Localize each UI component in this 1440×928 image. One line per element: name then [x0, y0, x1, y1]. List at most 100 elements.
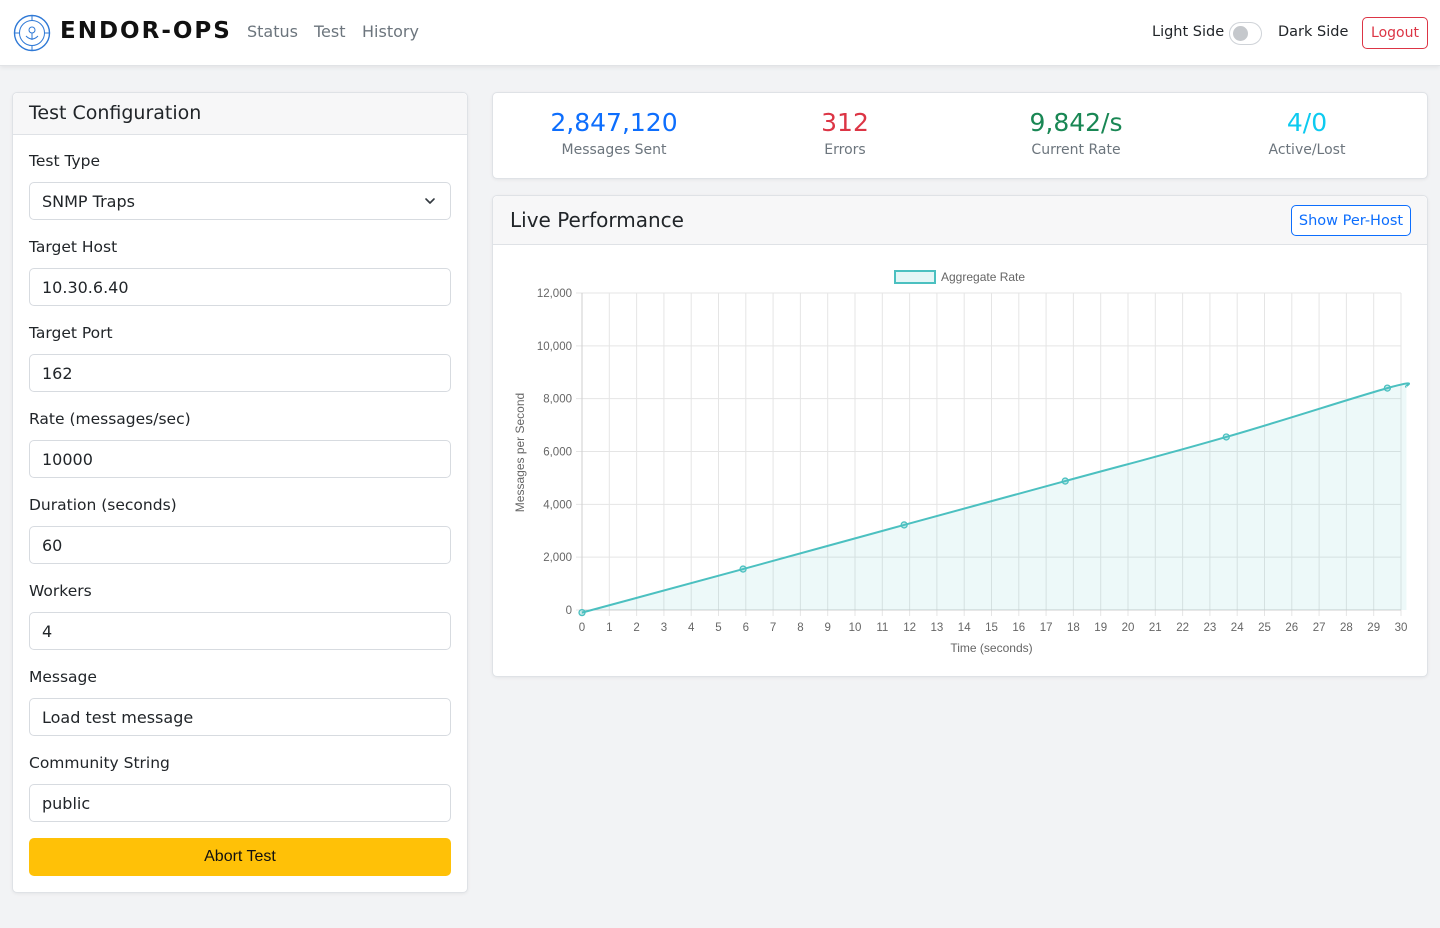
stat-label: Errors: [824, 142, 866, 158]
series-line: [581, 382, 1410, 614]
stat-label: Active/Lost: [1268, 142, 1346, 158]
x-tick-label: 29: [1367, 622, 1380, 634]
y-tick-label: 0: [566, 605, 572, 617]
endor-emblem-icon[interactable]: [13, 14, 51, 52]
x-tick-label: 6: [743, 622, 749, 634]
x-tick-label: 20: [1122, 622, 1135, 634]
y-tick-label: 12,000: [537, 288, 572, 300]
stat-messages-sent: 2,847,120 Messages Sent: [499, 107, 729, 158]
x-tick-label: 14: [958, 622, 971, 634]
navbar: ENDOR-OPS Status Test History Light Side…: [0, 0, 1440, 66]
stat-value: 9,842/s: [1029, 108, 1123, 137]
x-tick-label: 17: [1040, 622, 1053, 634]
x-tick-label: 5: [715, 622, 721, 634]
duration-label: Duration (seconds): [29, 496, 177, 514]
nav-link-status[interactable]: Status: [247, 22, 298, 41]
chevron-down-icon: [425, 198, 435, 204]
message-input[interactable]: Load test message: [29, 698, 451, 736]
rate-label: Rate (messages/sec): [29, 410, 191, 428]
legend-label: Aggregate Rate: [941, 270, 1025, 284]
config-card-title: Test Configuration: [29, 102, 202, 124]
light-side-label: Light Side: [1152, 24, 1225, 40]
x-tick-label: 18: [1067, 622, 1080, 634]
x-tick-label: 1: [606, 622, 612, 634]
x-tick-label: 13: [931, 622, 944, 634]
x-tick-label: 0: [579, 622, 585, 634]
data-point: [578, 608, 586, 617]
toggle-knob: [1233, 26, 1248, 41]
x-tick-label: 30: [1395, 622, 1408, 634]
x-tick-label: 12: [903, 622, 916, 634]
stat-label: Current Rate: [1031, 142, 1121, 158]
y-tick-label: 6,000: [543, 447, 572, 459]
stat-label: Messages Sent: [561, 142, 667, 158]
y-tick-label: 2,000: [543, 552, 572, 564]
stat-value: 2,847,120: [550, 108, 678, 137]
x-tick-label: 28: [1340, 622, 1353, 634]
abort-test-button[interactable]: Abort Test: [29, 838, 451, 876]
nav-link-history[interactable]: History: [362, 22, 419, 41]
x-tick-label: 22: [1176, 622, 1189, 634]
x-tick-label: 7: [770, 622, 776, 634]
performance-card-header: Live Performance Show Per-Host: [493, 196, 1427, 245]
x-tick-label: 15: [985, 622, 998, 634]
config-card-header: Test Configuration: [13, 93, 467, 135]
show-per-host-button[interactable]: Show Per-Host: [1291, 205, 1411, 236]
x-tick-label: 19: [1094, 622, 1107, 634]
x-axis-title: Time (seconds): [950, 641, 1032, 655]
brand-name[interactable]: ENDOR-OPS: [60, 18, 232, 44]
test-configuration-card: Test Configuration Test Type SNMP Traps …: [12, 92, 468, 893]
data-point: [739, 565, 747, 573]
x-tick-label: 23: [1204, 622, 1217, 634]
x-tick-label: 3: [661, 622, 667, 634]
x-tick-label: 27: [1313, 622, 1326, 634]
x-tick-label: 26: [1285, 622, 1298, 634]
target-port-input[interactable]: 162: [29, 354, 451, 392]
workers-input[interactable]: 4: [29, 612, 451, 650]
y-axis-title: Messages per Second: [513, 393, 527, 512]
data-point: [1222, 433, 1230, 441]
theme-toggle[interactable]: [1229, 22, 1262, 45]
stats-card: 2,847,120 Messages Sent 312 Errors 9,842…: [492, 92, 1428, 179]
rate-input[interactable]: 10000: [29, 440, 451, 478]
x-tick-label: 9: [824, 622, 830, 634]
test-type-select[interactable]: SNMP Traps: [29, 182, 451, 220]
series-area: [582, 383, 1409, 613]
logout-button[interactable]: Logout: [1362, 17, 1428, 49]
test-type-value: SNMP Traps: [42, 191, 135, 211]
x-tick-label: 2: [633, 622, 639, 634]
community-string-label: Community String: [29, 754, 170, 772]
stat-value: 4/0: [1286, 108, 1328, 137]
stat-current-rate: 9,842/s Current Rate: [961, 107, 1191, 158]
x-tick-label: 4: [688, 622, 695, 634]
x-tick-label: 16: [1012, 622, 1025, 634]
data-point: [1061, 477, 1069, 485]
data-point: [1383, 384, 1391, 392]
stat-errors: 312 Errors: [730, 107, 960, 158]
x-tick-label: 8: [797, 622, 803, 634]
dark-side-label: Dark Side: [1278, 24, 1349, 40]
legend-swatch: [894, 270, 936, 284]
duration-input[interactable]: 60: [29, 526, 451, 564]
y-tick-label: 4,000: [543, 499, 572, 511]
y-tick-label: 10,000: [537, 341, 572, 353]
stat-active-lost: 4/0 Active/Lost: [1192, 107, 1422, 158]
x-tick-label: 10: [849, 622, 862, 634]
stat-value: 312: [821, 108, 869, 137]
workers-label: Workers: [29, 582, 92, 600]
community-string-input[interactable]: public: [29, 784, 451, 822]
x-tick-label: 25: [1258, 622, 1271, 634]
target-host-input[interactable]: 10.30.6.40: [29, 268, 451, 306]
test-type-label: Test Type: [29, 152, 101, 170]
performance-card-title: Live Performance: [510, 208, 684, 232]
performance-chart: 0 1 2 3 4 5 6 7 8 9 10 11 12 13 14 15 16 17 18 19 20 21 22 23 24…: [513, 270, 1410, 655]
target-host-label: Target Host: [29, 238, 118, 256]
nav-link-test[interactable]: Test: [314, 22, 346, 41]
message-label: Message: [29, 668, 97, 686]
x-tick-label: 21: [1149, 622, 1162, 634]
target-port-label: Target Port: [29, 324, 113, 342]
x-tick-label: 24: [1231, 622, 1244, 634]
y-tick-label: 8,000: [543, 394, 572, 406]
x-tick-label: 11: [876, 622, 888, 634]
